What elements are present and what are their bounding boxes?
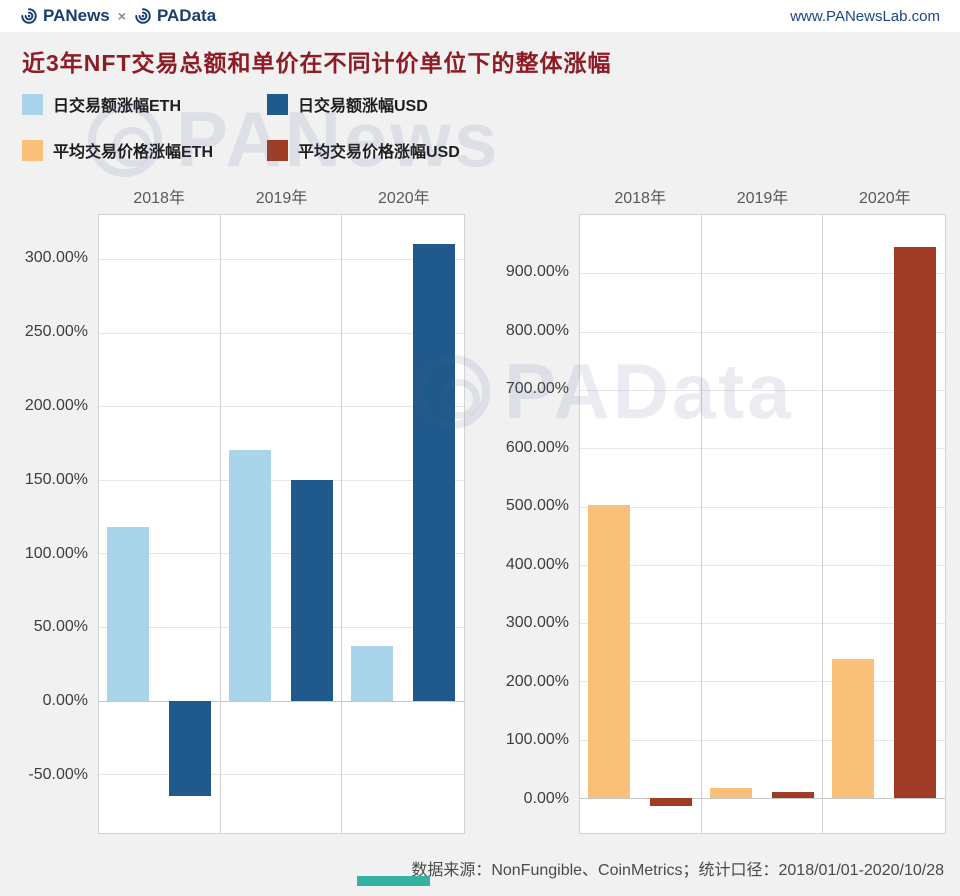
x-category-label: 2018年 (133, 190, 185, 207)
bar (107, 526, 150, 701)
legend-item-avg-price-eth: 平均交易价格涨幅ETH (22, 138, 267, 162)
y-tick-label: 250.00% (24, 323, 88, 341)
y-tick-label: 600.00% (505, 438, 569, 456)
brand-separator: × (117, 8, 126, 24)
gridline (580, 506, 945, 508)
charts-row: -50.00% 0.00% 50.00% 100.00% 150.00% 200.00% 2… (10, 184, 946, 834)
gridline (99, 553, 464, 555)
plot-wrap: 2018年 2019年 2020年 (98, 184, 465, 834)
plot-wrap: 2018年 2019年 2020年 (579, 184, 946, 834)
gridline (580, 681, 945, 683)
bar (588, 504, 631, 798)
padata-logo-text: PAData (156, 6, 217, 25)
panews-logo: PANews (20, 6, 110, 26)
bar (894, 247, 937, 798)
gridline (99, 332, 464, 334)
bar (709, 788, 752, 798)
y-tick-label: 0.00% (523, 789, 569, 807)
bar (351, 646, 394, 701)
x-category-label: 2019年 (255, 190, 308, 207)
legend-swatch (267, 93, 288, 115)
gridline (99, 479, 464, 481)
gridline (580, 448, 945, 450)
gridline (99, 259, 464, 261)
category-column (221, 215, 343, 833)
y-tick-label: 300.00% (505, 614, 569, 632)
bar (771, 791, 814, 798)
gridline (580, 273, 945, 275)
y-tick-label: 300.00% (24, 249, 88, 267)
legend-label: 平均交易价格涨幅ETH (53, 144, 214, 161)
gridline (580, 623, 945, 625)
y-tick-label: 150.00% (24, 470, 88, 488)
y-axis-right-chart: 0.00% 100.00% 200.00% 300.00% 400.00% 500.00%… (491, 214, 579, 834)
x-axis-labels: 2018年 2019年 2020年 (98, 184, 465, 214)
y-tick-label: 200.00% (24, 396, 88, 414)
gridline (580, 331, 945, 333)
legend-swatch (22, 139, 43, 161)
bar (650, 798, 693, 806)
gridline (99, 700, 464, 702)
y-tick-label: 100.00% (24, 544, 88, 562)
plot-area (579, 214, 946, 834)
y-tick-label: 0.00% (42, 692, 88, 710)
gridline (580, 389, 945, 391)
site-url: www.PANewsLab.com (790, 7, 940, 25)
data-source-note: 数据来源：NonFungible、CoinMetrics；统计口径：2018/0… (411, 862, 944, 879)
y-tick-label: 400.00% (505, 555, 569, 573)
y-tick-label: 50.00% (33, 618, 88, 636)
legend-item-daily-volume-usd: 日交易额涨幅USD (267, 92, 587, 116)
x-axis-labels: 2018年 2019年 2020年 (579, 184, 946, 214)
bar (228, 450, 271, 701)
legend-swatch (267, 139, 288, 161)
padata-logo-icon (135, 8, 151, 24)
y-tick-label: 900.00% (505, 263, 569, 281)
legend-label: 日交易额涨幅USD (298, 98, 428, 115)
gridline (580, 739, 945, 741)
top-bar: PANews × PAData www.PANewsLab.com (0, 0, 960, 32)
legend: 日交易额涨幅ETH 日交易额涨幅USD 平均交易价格涨幅ETH 平均交易价格涨幅… (22, 92, 960, 162)
category-column (702, 215, 824, 833)
bar (832, 659, 875, 798)
category-column (99, 215, 221, 833)
plot-area (98, 214, 465, 834)
y-tick-label: 100.00% (505, 731, 569, 749)
gridline (580, 798, 945, 800)
gridline (99, 627, 464, 628)
gridline (99, 774, 464, 776)
legend-item-avg-price-usd: 平均交易价格涨幅USD (267, 138, 587, 162)
bar (169, 700, 212, 797)
y-tick-label: 800.00% (505, 321, 569, 339)
brand-group: PANews × PAData (20, 6, 216, 26)
panews-logo-icon (21, 8, 37, 24)
panews-logo-text: PANews (43, 6, 110, 25)
legend-item-daily-volume-eth: 日交易额涨幅ETH (22, 92, 267, 116)
legend-label: 日交易额涨幅ETH (53, 98, 182, 115)
legend-label: 平均交易价格涨幅USD (298, 144, 460, 161)
gridline (580, 564, 945, 566)
bar (290, 479, 333, 701)
x-category-label: 2019年 (736, 190, 789, 207)
chart-daily-volume-change: -50.00% 0.00% 50.00% 100.00% 150.00% 200.00% 2… (10, 184, 465, 834)
x-category-label: 2018年 (614, 190, 666, 207)
y-tick-label: 500.00% (505, 497, 569, 515)
y-tick-label: 700.00% (505, 380, 569, 398)
legend-swatch (22, 93, 43, 115)
page-title: 近3年NFT交易总额和单价在不同计价单位下的整体涨幅 (22, 50, 612, 76)
category-column (342, 215, 464, 833)
y-axis-left-chart: -50.00% 0.00% 50.00% 100.00% 150.00% 200.00% 2… (10, 214, 98, 834)
padata-logo: PAData (134, 6, 216, 26)
y-tick-label: -50.00% (28, 765, 88, 783)
bar (413, 244, 456, 701)
footer-highlight-bar (357, 876, 430, 886)
category-column (580, 215, 702, 833)
x-category-label: 2020年 (859, 190, 911, 207)
chart-avg-price-change: 0.00% 100.00% 200.00% 300.00% 400.00% 500.00%… (491, 184, 946, 834)
y-tick-label: 200.00% (505, 672, 569, 690)
x-category-label: 2020年 (378, 190, 430, 207)
category-column (823, 215, 945, 833)
gridline (99, 406, 464, 408)
